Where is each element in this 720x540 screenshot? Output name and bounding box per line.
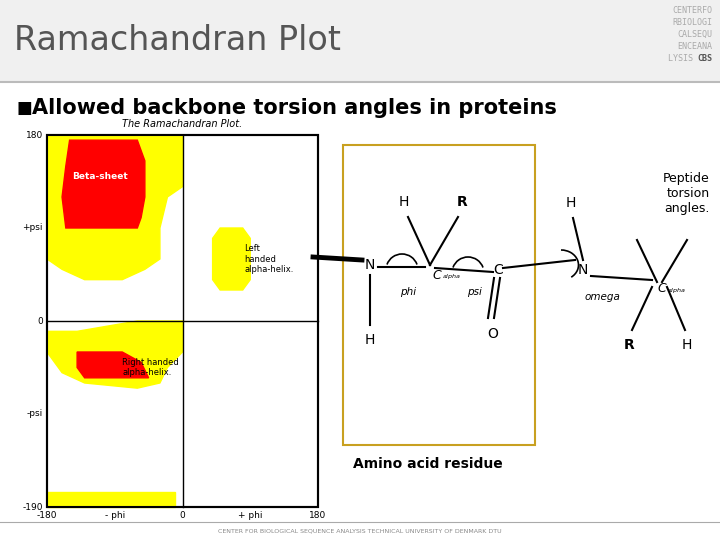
- Text: RBIOLOGI: RBIOLOGI: [672, 18, 712, 27]
- Polygon shape: [47, 491, 175, 507]
- Polygon shape: [77, 352, 148, 378]
- Polygon shape: [47, 321, 182, 388]
- Text: -psi: -psi: [27, 409, 43, 418]
- Text: -180: -180: [37, 511, 58, 520]
- Text: H: H: [365, 333, 375, 347]
- Text: R: R: [624, 338, 634, 352]
- Text: The Ramachandran Plot.: The Ramachandran Plot.: [122, 119, 243, 129]
- Text: H: H: [566, 196, 576, 210]
- Text: $_{alpha}$: $_{alpha}$: [442, 273, 462, 282]
- Text: 0: 0: [179, 511, 185, 520]
- Text: N: N: [365, 258, 375, 272]
- Text: Peptide
torsion
angles.: Peptide torsion angles.: [663, 172, 710, 215]
- Text: 180: 180: [310, 511, 327, 520]
- Text: Amino acid residue: Amino acid residue: [353, 457, 503, 471]
- Text: 180: 180: [26, 131, 43, 139]
- Bar: [47, 135, 318, 507]
- Text: omega: omega: [585, 292, 621, 302]
- Polygon shape: [47, 135, 182, 280]
- Text: Left
handed
alpha-helix.: Left handed alpha-helix.: [244, 244, 294, 274]
- Text: ENCEANA: ENCEANA: [677, 42, 712, 51]
- Text: R: R: [456, 195, 467, 209]
- Text: CENTERFO: CENTERFO: [672, 6, 712, 15]
- Polygon shape: [212, 228, 251, 290]
- Text: $C$: $C$: [432, 269, 443, 282]
- Text: ■: ■: [16, 99, 32, 117]
- Text: phi: phi: [400, 287, 416, 297]
- Bar: [0, 0, 720, 82]
- Text: CBS: CBS: [697, 54, 712, 63]
- Text: Right handed
alpha-helix.: Right handed alpha-helix.: [122, 358, 179, 377]
- Bar: [47, 135, 318, 507]
- Text: - phi: - phi: [104, 511, 125, 520]
- Text: CALSEQU: CALSEQU: [677, 30, 712, 39]
- Text: C: C: [493, 263, 503, 277]
- Text: LYSIS: LYSIS: [668, 54, 698, 63]
- Text: Ramachandran Plot: Ramachandran Plot: [14, 24, 341, 57]
- Bar: [343, 145, 535, 445]
- Text: -190: -190: [22, 503, 43, 511]
- Text: Beta-sheet: Beta-sheet: [72, 172, 127, 181]
- Text: CENTER FOR BIOLOGICAL SEQUENCE ANALYSIS TECHNICAL UNIVERSITY OF DENMARK DTU: CENTER FOR BIOLOGICAL SEQUENCE ANALYSIS …: [218, 529, 502, 534]
- Text: O: O: [487, 327, 498, 341]
- Text: psi: psi: [467, 287, 482, 297]
- Text: Allowed backbone torsion angles in proteins: Allowed backbone torsion angles in prote…: [32, 98, 557, 118]
- Text: +psi: +psi: [22, 224, 43, 233]
- Text: N: N: [578, 263, 588, 277]
- Text: H: H: [682, 338, 692, 352]
- Text: + phi: + phi: [238, 511, 263, 520]
- Text: H: H: [399, 195, 409, 209]
- Text: 0: 0: [37, 316, 43, 326]
- Polygon shape: [62, 140, 145, 228]
- Text: $C$: $C$: [657, 282, 667, 295]
- Text: $_{alpha}$: $_{alpha}$: [667, 286, 686, 295]
